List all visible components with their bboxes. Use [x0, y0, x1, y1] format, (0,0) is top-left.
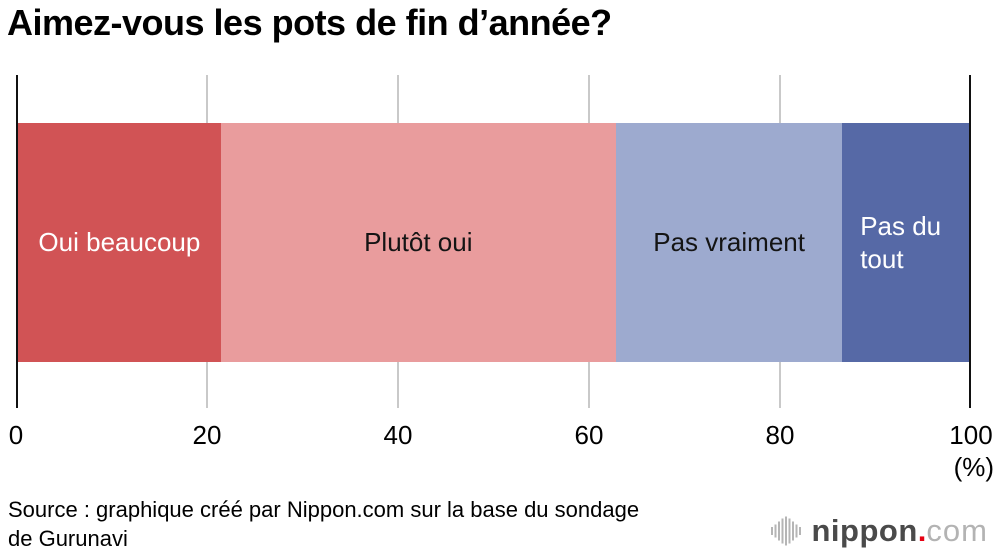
soundwave-bars-icon [770, 516, 801, 546]
nippon-logo-text: nippon.com [812, 512, 989, 550]
x-tick-label-40: 40 [383, 420, 413, 450]
x-tick-label-100: 100 [949, 420, 993, 450]
bar-segment-label: Oui beaucoup [38, 227, 201, 257]
source-line-1: Source : graphique créé par Nippon.com s… [8, 497, 640, 522]
bar-segment-3: Pas vraiment [615, 123, 843, 362]
plot-area: Oui beaucoup Plutôt oui Pas vraiment Pas du… [9, 75, 994, 482]
stacked-bar: Oui beaucoup Plutôt oui Pas vraiment Pas du… [18, 123, 970, 362]
logo-word-com: com [926, 513, 988, 548]
bar-segment-label: Pas du tout [860, 210, 942, 274]
chart-title: Aimez-vous les pots de fin d’année? [7, 2, 612, 43]
source-note: Source : graphique créé par Nippon.com s… [8, 495, 639, 553]
bar-segment-label: Plutôt oui [364, 227, 473, 257]
axis-unit-label: (%) [953, 452, 994, 482]
logo-word-nippon: nippon [811, 513, 918, 548]
axis-line-0 [16, 75, 18, 408]
x-tick-label-0: 0 [8, 420, 24, 450]
nippon-logo: nippon.com [770, 512, 989, 550]
x-tick-label-60: 60 [574, 420, 604, 450]
bar-segment-1: Oui beaucoup [18, 123, 221, 362]
bar-segment-label: Pas vraiment [653, 227, 805, 257]
x-tick-label-20: 20 [192, 420, 222, 450]
x-tick-label-80: 80 [765, 420, 795, 450]
axis-line-100 [969, 75, 971, 408]
bar-segment-4: Pas du tout [842, 123, 970, 362]
logo-red-dot: . [917, 513, 927, 548]
source-line-2: de Gurunavi [8, 526, 128, 551]
bar-segment-2: Plutôt oui [220, 123, 616, 362]
